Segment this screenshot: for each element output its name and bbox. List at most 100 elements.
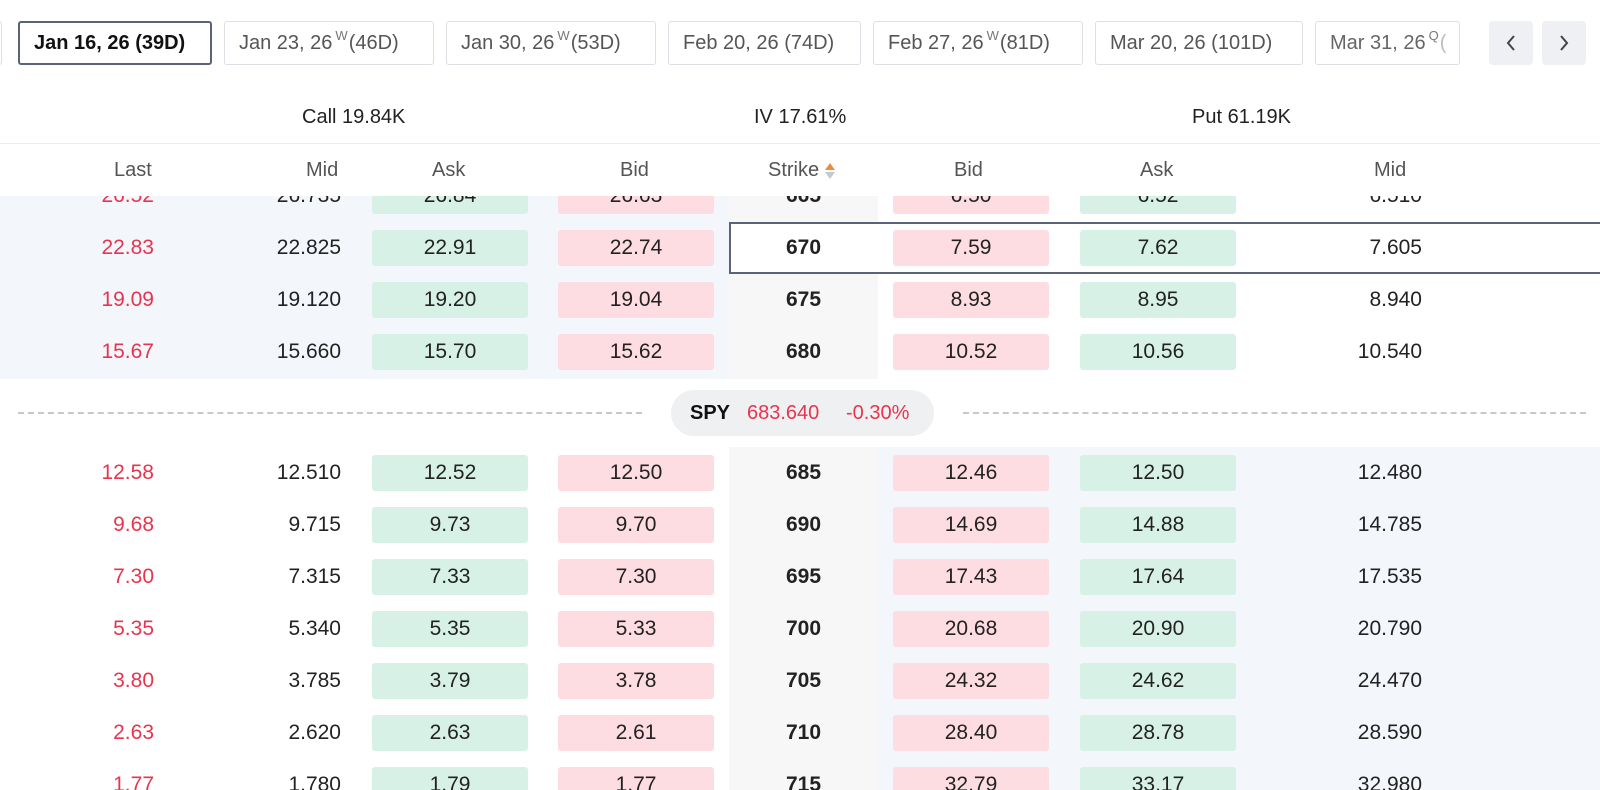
table-row[interactable]: 5.35 5.340 5.35 5.33 700 20.68 20.90 20.… bbox=[0, 603, 1600, 655]
prev-expiration-button[interactable] bbox=[1489, 21, 1533, 65]
call-mid: 1.780 bbox=[288, 773, 341, 790]
table-row[interactable]: 1.77 1.780 1.79 1.77 715 32.79 33.17 32.… bbox=[0, 759, 1600, 790]
table-row[interactable]: 19.09 19.120 19.20 19.04 675 8.93 8.95 8… bbox=[0, 274, 1600, 326]
call-bid[interactable]: 2.61 bbox=[558, 715, 714, 751]
last-price: 19.09 bbox=[101, 288, 154, 311]
put-ask[interactable]: 6.52 bbox=[1080, 196, 1236, 214]
table-row-selected[interactable]: 22.83 22.825 22.91 22.74 670 7.59 7.62 7… bbox=[0, 222, 1600, 274]
call-ask[interactable]: 3.79 bbox=[372, 663, 528, 699]
call-ask[interactable]: 5.35 bbox=[372, 611, 528, 647]
header-call-bid[interactable]: Bid bbox=[620, 159, 649, 181]
put-bid[interactable]: 12.46 bbox=[893, 455, 1049, 491]
call-bid[interactable]: 1.77 bbox=[558, 767, 714, 790]
expiration-date: Jan 30, 26 bbox=[461, 32, 555, 54]
put-bid[interactable]: 8.93 bbox=[893, 282, 1049, 318]
expiration-days: (39D) bbox=[135, 32, 186, 54]
underlying-price: 683.640 bbox=[747, 402, 820, 424]
table-row[interactable]: 12.58 12.510 12.52 12.50 685 12.46 12.50… bbox=[0, 447, 1600, 499]
put-mid: 20.790 bbox=[1357, 617, 1422, 640]
expiration-tab-mar31[interactable]: Mar 31, 26 Q( bbox=[1315, 21, 1460, 65]
put-ask[interactable]: 7.62 bbox=[1080, 230, 1236, 266]
call-ask[interactable]: 12.52 bbox=[372, 455, 528, 491]
header-call-mid[interactable]: Mid bbox=[306, 159, 339, 181]
put-bid[interactable]: 32.79 bbox=[893, 767, 1049, 790]
sort-icon[interactable] bbox=[824, 162, 836, 180]
call-bid[interactable]: 19.04 bbox=[558, 282, 714, 318]
expiration-tab-feb20[interactable]: Feb 20, 26 (74D) bbox=[668, 21, 861, 65]
put-ask[interactable]: 8.95 bbox=[1080, 282, 1236, 318]
table-row[interactable]: 3.80 3.785 3.79 3.78 705 24.32 24.62 24.… bbox=[0, 655, 1600, 707]
call-ask[interactable]: 19.20 bbox=[372, 282, 528, 318]
put-bid[interactable]: 14.69 bbox=[893, 507, 1049, 543]
call-ask[interactable]: 26.84 bbox=[372, 196, 528, 214]
put-ask[interactable]: 24.62 bbox=[1080, 663, 1236, 699]
expiration-tab-jan23[interactable]: Jan 23, 26 W(46D) bbox=[224, 21, 434, 65]
expiration-tab-jan30[interactable]: Jan 30, 26 W(53D) bbox=[446, 21, 656, 65]
call-ask[interactable]: 9.73 bbox=[372, 507, 528, 543]
call-bid[interactable]: 15.62 bbox=[558, 334, 714, 370]
call-bid[interactable]: 12.50 bbox=[558, 455, 714, 491]
header-strike[interactable]: Strike bbox=[768, 159, 820, 181]
expiration-tab-jan16[interactable]: Jan 16, 26 (39D) bbox=[18, 21, 212, 65]
table-row[interactable]: 2.63 2.620 2.63 2.61 710 28.40 28.78 28.… bbox=[0, 707, 1600, 759]
call-ask[interactable]: 15.70 bbox=[372, 334, 528, 370]
header-put-bid[interactable]: Bid bbox=[954, 159, 983, 181]
put-ask[interactable]: 33.17 bbox=[1080, 767, 1236, 790]
put-ask[interactable]: 12.50 bbox=[1080, 455, 1236, 491]
put-bid[interactable]: 10.52 bbox=[893, 334, 1049, 370]
next-expiration-button[interactable] bbox=[1542, 21, 1586, 65]
expiration-days: (46D) bbox=[348, 32, 399, 54]
expiration-date: Mar 20, 26 bbox=[1110, 32, 1206, 54]
call-ask[interactable]: 7.33 bbox=[372, 559, 528, 595]
header-put-ask[interactable]: Ask bbox=[1140, 159, 1174, 181]
put-bid[interactable]: 28.40 bbox=[893, 715, 1049, 751]
table-row[interactable]: 26.52 26.735 26.84 26.63 665 6.50 6.52 6… bbox=[0, 196, 1600, 222]
put-ask[interactable]: 10.56 bbox=[1080, 334, 1236, 370]
put-bid[interactable]: 20.68 bbox=[893, 611, 1049, 647]
expiration-date: Feb 27, 26 bbox=[888, 32, 984, 54]
expiration-days: (53D) bbox=[570, 32, 621, 54]
table-row[interactable]: 9.68 9.715 9.73 9.70 690 14.69 14.88 14.… bbox=[0, 499, 1600, 551]
put-ask[interactable]: 20.90 bbox=[1080, 611, 1236, 647]
put-ask[interactable]: 17.64 bbox=[1080, 559, 1236, 595]
expiration-tab-feb27[interactable]: Feb 27, 26 W(81D) bbox=[873, 21, 1083, 65]
call-bid[interactable]: 22.74 bbox=[558, 230, 714, 266]
call-ask[interactable]: 2.63 bbox=[372, 715, 528, 751]
table-row[interactable]: 15.67 15.660 15.70 15.62 680 10.52 10.56… bbox=[0, 326, 1600, 378]
call-bid[interactable]: 3.78 bbox=[558, 663, 714, 699]
header-call-ask[interactable]: Ask bbox=[432, 159, 466, 181]
strike-band bbox=[729, 447, 878, 790]
expiration-tab-mar20[interactable]: Mar 20, 26 (101D) bbox=[1095, 21, 1303, 65]
put-ask[interactable]: 28.78 bbox=[1080, 715, 1236, 751]
strike-price: 680 bbox=[785, 340, 822, 363]
put-volume: Put 61.19K bbox=[1192, 106, 1291, 128]
put-ask[interactable]: 14.88 bbox=[1080, 507, 1236, 543]
call-bid[interactable]: 26.63 bbox=[558, 196, 714, 214]
put-mid: 14.785 bbox=[1357, 513, 1422, 536]
last-price: 15.67 bbox=[101, 340, 154, 363]
put-bid[interactable]: 7.59 bbox=[893, 230, 1049, 266]
call-bid[interactable]: 5.33 bbox=[558, 611, 714, 647]
strike-price: 665 bbox=[729, 196, 878, 222]
call-volume: Call 19.84K bbox=[302, 106, 406, 128]
call-bid[interactable]: 7.30 bbox=[558, 559, 714, 595]
last-price: 26.52 bbox=[0, 196, 154, 222]
last-price: 22.83 bbox=[101, 236, 154, 259]
underlying-symbol: SPY bbox=[690, 402, 731, 424]
table-row[interactable]: 7.30 7.315 7.33 7.30 695 17.43 17.64 17.… bbox=[0, 551, 1600, 603]
header-put-mid[interactable]: Mid bbox=[1374, 159, 1407, 181]
strike-price: 685 bbox=[785, 461, 822, 484]
call-ask[interactable]: 1.79 bbox=[372, 767, 528, 790]
weekly-marker: W bbox=[557, 28, 570, 43]
call-ask[interactable]: 22.91 bbox=[372, 230, 528, 266]
expiration-date: Jan 16, 26 bbox=[34, 32, 130, 54]
call-bid[interactable]: 9.70 bbox=[558, 507, 714, 543]
header-last[interactable]: Last bbox=[114, 159, 152, 181]
put-bid[interactable]: 24.32 bbox=[893, 663, 1049, 699]
call-mid: 3.785 bbox=[288, 669, 341, 692]
expiration-tab-partial[interactable] bbox=[0, 21, 2, 65]
last-price: 12.58 bbox=[101, 461, 154, 484]
put-bid[interactable]: 17.43 bbox=[893, 559, 1049, 595]
strike-price: 675 bbox=[785, 288, 822, 311]
put-bid[interactable]: 6.50 bbox=[893, 196, 1049, 214]
